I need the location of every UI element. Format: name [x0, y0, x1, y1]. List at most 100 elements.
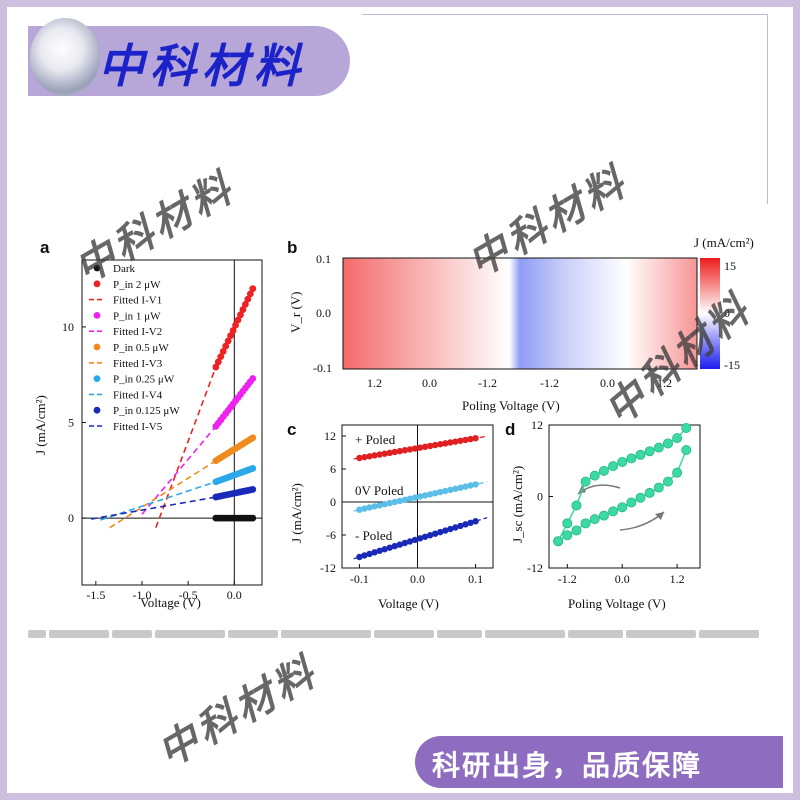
chart-a-legend-label: P_in 0.125 μW — [113, 405, 180, 417]
right-rule — [767, 14, 768, 204]
chart-c-point — [366, 550, 373, 558]
chart-c-point — [386, 449, 393, 457]
chart-a-point — [232, 321, 239, 329]
chart-c-point — [452, 438, 459, 445]
chart-c-point — [431, 530, 439, 537]
chart-c-point — [406, 538, 414, 545]
label-plus-poled: + Poled — [355, 432, 396, 447]
chart-c-point — [371, 452, 378, 459]
chart-a-fit-line — [100, 481, 217, 521]
chart-c-point — [421, 492, 429, 499]
chart-a-point — [234, 316, 242, 324]
chart-c-point — [376, 547, 383, 554]
chart-a-point — [224, 337, 232, 345]
chart-c-point — [376, 451, 383, 458]
chart-c-point — [356, 454, 363, 462]
chart-c-point — [371, 549, 378, 556]
chart-a-point — [237, 311, 244, 319]
chart-d-frame — [548, 424, 701, 569]
chart-a-legend-label: Fitted I-V4 — [113, 389, 163, 401]
chart-a-legend-label: Dark — [113, 263, 135, 275]
chart-c-point — [386, 544, 393, 551]
chart-c-ytick-label: -6 — [326, 528, 336, 542]
caption-strip — [28, 625, 773, 641]
chart-d-point — [562, 530, 573, 541]
heatmap-xtick-1: 0.0 — [422, 376, 437, 390]
colorbar — [700, 258, 720, 369]
chart-c-point — [376, 502, 383, 509]
chart-c-point — [361, 453, 368, 461]
chart-a-legend-swatch — [93, 406, 101, 414]
chart-d-ytick-label: 12 — [531, 418, 543, 432]
heatmap-xtick-5: 1.2 — [657, 376, 672, 390]
chart-c-ytick-label: 6 — [330, 462, 336, 476]
chart-a-fit-line — [91, 496, 216, 520]
chart-d-point — [608, 461, 619, 472]
chart-d-xtick-label: 0.0 — [615, 572, 630, 586]
chart-c-point — [356, 553, 363, 561]
chart-d-point — [562, 518, 573, 529]
chart-a-legend-label: Fitted I-V5 — [113, 421, 163, 433]
chart-d-point — [589, 514, 600, 525]
chart-c-point — [472, 518, 479, 525]
chart-d-point — [553, 536, 564, 547]
chart-c-point — [416, 444, 424, 451]
chart-d-point — [598, 465, 609, 476]
chart-c-point — [447, 439, 454, 446]
colorbar-tick-15: 15 — [724, 259, 736, 273]
chart-d-point — [672, 467, 683, 478]
bottom-slogan: 科研出身，品质保障 — [432, 749, 703, 782]
chart-c-point — [426, 442, 434, 450]
chart-d-point — [662, 476, 673, 487]
chart-a-fit-line — [141, 425, 217, 515]
chart-c-ytick-label: 0 — [330, 495, 336, 509]
brand-logo-icon — [30, 18, 100, 96]
chart-a-point — [249, 285, 257, 293]
label-zero-poled: 0V Poled — [355, 483, 404, 498]
chart-a-legend-label: Fitted I-V3 — [113, 358, 163, 370]
chart-c-point — [371, 503, 378, 510]
chart-c-point — [416, 493, 424, 500]
panel-label-b: b — [287, 238, 298, 257]
colorbar-tick-neg15: -15 — [724, 358, 740, 372]
chart-c-point — [366, 504, 373, 511]
chart-c-point — [396, 497, 404, 505]
chart-d-xtick-label: 1.2 — [670, 572, 685, 586]
chart-c-point — [462, 483, 469, 490]
chart-a-point — [214, 358, 222, 366]
chart-a-point — [249, 375, 257, 382]
chart-a-frame — [81, 259, 263, 586]
chart-c-point — [381, 501, 388, 508]
chart-c-point — [462, 521, 469, 528]
chart-a-point — [249, 464, 257, 472]
chart-d-point — [681, 422, 692, 433]
chart-c-point — [472, 435, 479, 442]
chart-c-xtick-label: 0.0 — [410, 572, 425, 586]
chart-c-point — [447, 525, 454, 533]
chart-c-point — [356, 506, 363, 513]
chart-c-ylabel: J (mA/cm²) — [289, 483, 304, 543]
heatmap-ytick-0: 0.1 — [316, 252, 331, 266]
chart-c-point — [431, 490, 439, 497]
chart-c-point — [411, 445, 419, 452]
chart-c-point — [411, 536, 419, 544]
chart-a-point — [229, 327, 237, 334]
chart-a-legend-swatch — [93, 264, 101, 272]
chart-a-xtick-label: 0.0 — [227, 588, 242, 602]
chart-d-xtick-label: -1.2 — [558, 572, 577, 586]
chart-d-point — [580, 476, 591, 487]
top-rule — [362, 14, 768, 15]
chart-a-point — [249, 514, 257, 522]
chart-c-point — [421, 533, 429, 540]
chart-c-point — [361, 552, 368, 559]
chart-a-legend-label: P_in 0.25 μW — [113, 374, 175, 386]
chart-c-point — [361, 505, 368, 512]
chart-d-point — [672, 433, 683, 444]
chart-a-fit-line — [155, 366, 217, 528]
heatmap-xtick-4: 0.0 — [600, 376, 615, 390]
chart-c-point — [457, 484, 464, 491]
chart-c-point — [406, 495, 414, 502]
chart-a-legend-label: Fitted I-V1 — [113, 295, 162, 307]
chart-a-point — [217, 353, 225, 361]
